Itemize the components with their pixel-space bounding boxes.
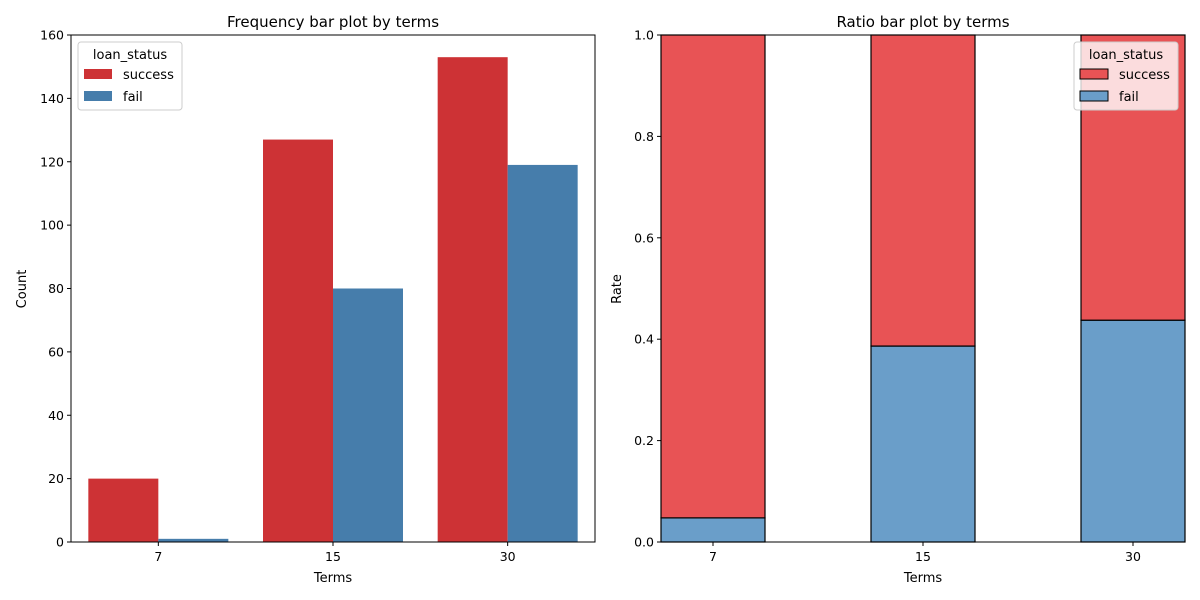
frequency-x-axis-label: Terms — [313, 571, 353, 586]
frequency-x-tick-label: 7 — [154, 549, 162, 564]
ratio-x-ticks: 7 15 30 — [709, 542, 1141, 564]
ratio-y-tick-label: 0.6 — [634, 230, 654, 245]
frequency-x-tick-label: 30 — [500, 549, 516, 564]
frequency-bar-success-30 — [437, 57, 508, 543]
frequency-y-tick-label: 60 — [48, 344, 64, 359]
frequency-y-tick-label: 100 — [40, 218, 64, 233]
ratio-y-tick-label: 0.2 — [634, 433, 654, 448]
frequency-legend-swatch-fail — [84, 91, 112, 101]
ratio-bar-success-15 — [870, 34, 976, 347]
ratio-legend-swatch-fail — [1079, 90, 1109, 102]
ratio-chart: Ratio bar plot by terms 0.0 0.2 0.4 0.6 0.8 1… — [610, 13, 1186, 586]
ratio-x-tick-label: 30 — [1125, 549, 1141, 564]
frequency-y-tick-label: 120 — [40, 154, 64, 169]
ratio-x-tick-label: 7 — [709, 549, 717, 564]
frequency-bar-success-15 — [263, 139, 333, 542]
ratio-legend: loan_status success fail — [1073, 41, 1179, 111]
ratio-legend-title: loan_status — [1089, 48, 1163, 63]
frequency-bar-fail-15 — [333, 288, 403, 542]
frequency-bar-success-7 — [88, 478, 159, 542]
ratio-x-tick-label: 15 — [915, 549, 931, 564]
ratio-y-axis-label: Rate — [610, 274, 625, 304]
ratio-bar-success-7 — [660, 34, 766, 519]
frequency-bar-fail-30 — [507, 164, 578, 542]
ratio-bar-fail-30 — [1080, 319, 1186, 543]
ratio-y-tick-label: 1.0 — [634, 28, 654, 43]
frequency-legend-title: loan_status — [93, 48, 167, 63]
ratio-plot-frame — [660, 34, 1186, 543]
frequency-y-tick-label: 140 — [40, 91, 64, 106]
ratio-bar-fail-7 — [660, 517, 766, 543]
frequency-y-tick-label: 80 — [48, 281, 64, 296]
ratio-legend-label-fail: fail — [1119, 90, 1139, 105]
frequency-plot-frame — [70, 34, 596, 543]
frequency-chart-title: Frequency bar plot by terms — [227, 13, 439, 31]
frequency-legend-label-success: success — [123, 68, 174, 83]
ratio-y-tick-label: 0.4 — [634, 332, 654, 347]
ratio-y-tick-label: 0.0 — [634, 535, 654, 550]
frequency-y-tick-label: 0 — [56, 535, 64, 550]
ratio-y-tick-label: 0.8 — [634, 129, 654, 144]
frequency-legend: loan_status success fail — [77, 41, 183, 111]
ratio-legend-label-success: success — [1119, 68, 1170, 83]
frequency-y-ticks: 0 20 40 60 80 100 120 140 160 — [40, 28, 71, 550]
frequency-y-tick-label: 160 — [40, 28, 64, 43]
frequency-chart: Frequency bar plot by terms 0 20 40 60 80 100… — [15, 13, 596, 586]
frequency-x-ticks: 7 15 30 — [154, 542, 516, 564]
ratio-y-ticks: 0.0 0.2 0.4 0.6 0.8 1.0 — [634, 28, 661, 550]
frequency-legend-label-fail: fail — [123, 90, 143, 105]
ratio-bar-fail-15 — [870, 345, 976, 543]
ratio-chart-title: Ratio bar plot by terms — [836, 13, 1009, 31]
frequency-bar-fail-7 — [158, 538, 229, 542]
frequency-bars — [88, 57, 578, 543]
ratio-bars — [660, 34, 1186, 543]
frequency-x-tick-label: 15 — [325, 549, 341, 564]
frequency-y-tick-label: 40 — [48, 408, 64, 423]
frequency-y-tick-label: 20 — [48, 471, 64, 486]
ratio-legend-swatch-success — [1079, 68, 1109, 80]
frequency-legend-swatch-success — [84, 69, 112, 79]
frequency-y-axis-label: Count — [15, 270, 30, 309]
ratio-x-axis-label: Terms — [903, 571, 943, 586]
